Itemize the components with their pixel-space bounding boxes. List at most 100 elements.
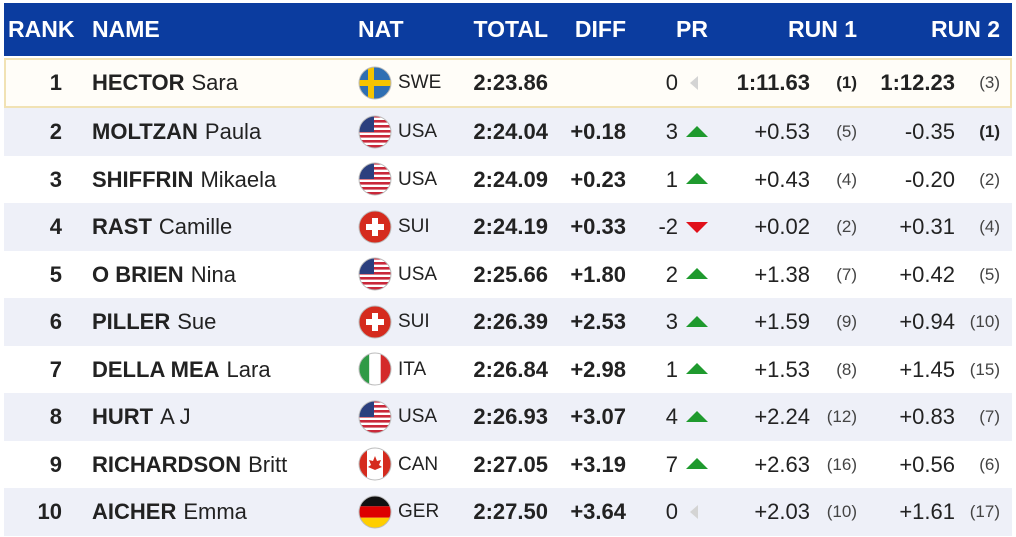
last-name: O BRIEN xyxy=(92,261,184,287)
rank: 7 xyxy=(49,356,62,382)
run2-time: +1.61 xyxy=(899,499,955,524)
diff: +3.64 xyxy=(570,499,626,524)
header-row: RANK NAME NAT TOTAL DIFF PR RUN 1 RUN 2 xyxy=(4,3,1012,56)
pr: 3 xyxy=(665,309,678,334)
nation: GER xyxy=(398,501,440,522)
run2-rank: (4) xyxy=(979,217,1000,236)
column-header: RUN 2 xyxy=(930,16,1000,42)
last-name: MOLTZAN xyxy=(92,119,198,144)
run2-time: +1.45 xyxy=(899,356,955,382)
pr: 0 xyxy=(665,70,678,95)
run2-time: +0.83 xyxy=(899,404,955,429)
run1-time: 1:11.63 xyxy=(736,70,810,95)
trend-arrow xyxy=(686,125,708,137)
run2-time: +0.42 xyxy=(899,261,955,287)
first-name: Nina xyxy=(190,261,236,287)
rank: 5 xyxy=(49,261,62,287)
run1-time: +2.24 xyxy=(754,404,810,429)
first-name: A J xyxy=(160,404,191,429)
pr: 7 xyxy=(665,451,678,477)
run1-time: +1.38 xyxy=(754,261,810,287)
last-name: AICHER xyxy=(92,499,177,524)
run2-time: +0.31 xyxy=(899,214,955,239)
run2-rank: (10) xyxy=(969,312,1000,331)
total-time: 2:25.66 xyxy=(473,261,548,287)
run2-rank: (2) xyxy=(979,169,1000,189)
table-row: 4 RAST Camille SUI 2:24.19 +0.33 -2 +0.02 (2) +0.… xyxy=(4,203,1012,251)
rank: 4 xyxy=(49,214,62,239)
rank: 6 xyxy=(49,309,62,334)
trend-arrow xyxy=(686,410,708,422)
first-name: Britt xyxy=(248,451,288,477)
table-row: 1 HECTOR Sara SWE 2:23.86 0 1:11.63 (1) 1:12.23 (… xyxy=(4,58,1012,108)
run1-rank: (1) xyxy=(836,73,857,92)
column-header: PR xyxy=(676,16,708,42)
nation: USA xyxy=(398,168,438,190)
run1-rank: (12) xyxy=(826,407,857,426)
athlete-name: MOLTZAN Paula xyxy=(92,108,261,156)
trend-arrow xyxy=(686,363,708,375)
run1-rank: (4) xyxy=(836,169,857,189)
athlete-name: RAST Camille xyxy=(92,203,232,251)
pr: -2 xyxy=(658,214,678,239)
first-name: Sue xyxy=(177,309,217,334)
pr: 0 xyxy=(665,499,678,524)
nation: SWE xyxy=(398,72,442,93)
rank: 1 xyxy=(49,70,62,95)
run2-rank: (15) xyxy=(969,359,1000,379)
run1-rank: (2) xyxy=(836,217,857,236)
run2-rank: (6) xyxy=(979,454,1000,474)
table-row: 6 PILLER Sue SUI 2:26.39 +2.53 3 +1.59 (9) +0.94 (… xyxy=(4,298,1012,346)
last-name: DELLA MEA xyxy=(92,356,220,382)
last-name: HURT xyxy=(92,404,154,429)
run2-rank: (7) xyxy=(979,407,1000,426)
run1-time: +2.63 xyxy=(754,451,810,477)
column-header: DIFF xyxy=(574,16,626,42)
diff: +2.53 xyxy=(570,309,626,334)
total-time: 2:24.19 xyxy=(473,214,548,239)
run1-rank: (5) xyxy=(836,122,857,141)
diff: +1.80 xyxy=(570,261,626,287)
run1-time: +0.02 xyxy=(754,214,810,239)
first-name: Emma xyxy=(183,499,247,524)
diff: +3.07 xyxy=(570,404,626,429)
nation: SUI xyxy=(398,311,430,332)
table-row: 2 MOLTZAN Paula USA 2:24.04 +0.18 3 +0.53 (5) -0.… xyxy=(4,108,1012,156)
nation: USA xyxy=(398,406,438,427)
column-header: RUN 1 xyxy=(787,16,857,42)
rank: 10 xyxy=(37,499,62,524)
run2-rank: (3) xyxy=(979,73,1000,92)
flag xyxy=(358,352,392,386)
trend-arrow xyxy=(686,221,708,233)
table-row: 10 AICHER Emma GER 2:27.50 +3.64 0 +2.03 (10) +1.… xyxy=(4,488,1012,536)
run2-time: -0.35 xyxy=(904,119,955,144)
nation: USA xyxy=(398,121,438,142)
run1-rank: (10) xyxy=(826,502,857,521)
run2-time: 1:12.23 xyxy=(880,70,955,95)
total-time: 2:26.93 xyxy=(473,404,548,429)
flag xyxy=(358,400,392,434)
run2-time: +0.56 xyxy=(899,451,955,477)
first-name: Lara xyxy=(226,356,271,382)
column-header: TOTAL xyxy=(473,16,548,42)
last-name: RICHARDSON xyxy=(92,451,242,477)
diff: +0.18 xyxy=(570,119,626,144)
pr: 3 xyxy=(665,119,678,144)
diff: +0.33 xyxy=(570,214,626,239)
nation: SUI xyxy=(398,216,430,237)
table-row: 3 SHIFFRIN Mikaela USA 2:24.09 +0.23 1 +0.43 (4)… xyxy=(4,155,1012,203)
run1-rank: (7) xyxy=(836,264,857,284)
run1-time: +0.53 xyxy=(754,119,810,144)
first-name: Sara xyxy=(191,70,238,95)
athlete-name: RICHARDSON Britt xyxy=(92,441,287,489)
athlete-name: DELLA MEA Lara xyxy=(92,346,271,394)
total-time: 2:26.84 xyxy=(473,356,548,382)
table-row: 7 DELLA MEA Lara ITA 2:26.84 +2.98 1 +1.53 (8) +1… xyxy=(4,345,1012,394)
rank: 9 xyxy=(49,451,62,477)
trend-arrow xyxy=(686,268,708,280)
trend-arrow xyxy=(686,315,708,327)
run2-rank: (1) xyxy=(979,122,1000,141)
run2-time: -0.20 xyxy=(904,166,955,192)
trend-arrow xyxy=(690,504,698,519)
total-time: 2:24.09 xyxy=(473,166,548,192)
